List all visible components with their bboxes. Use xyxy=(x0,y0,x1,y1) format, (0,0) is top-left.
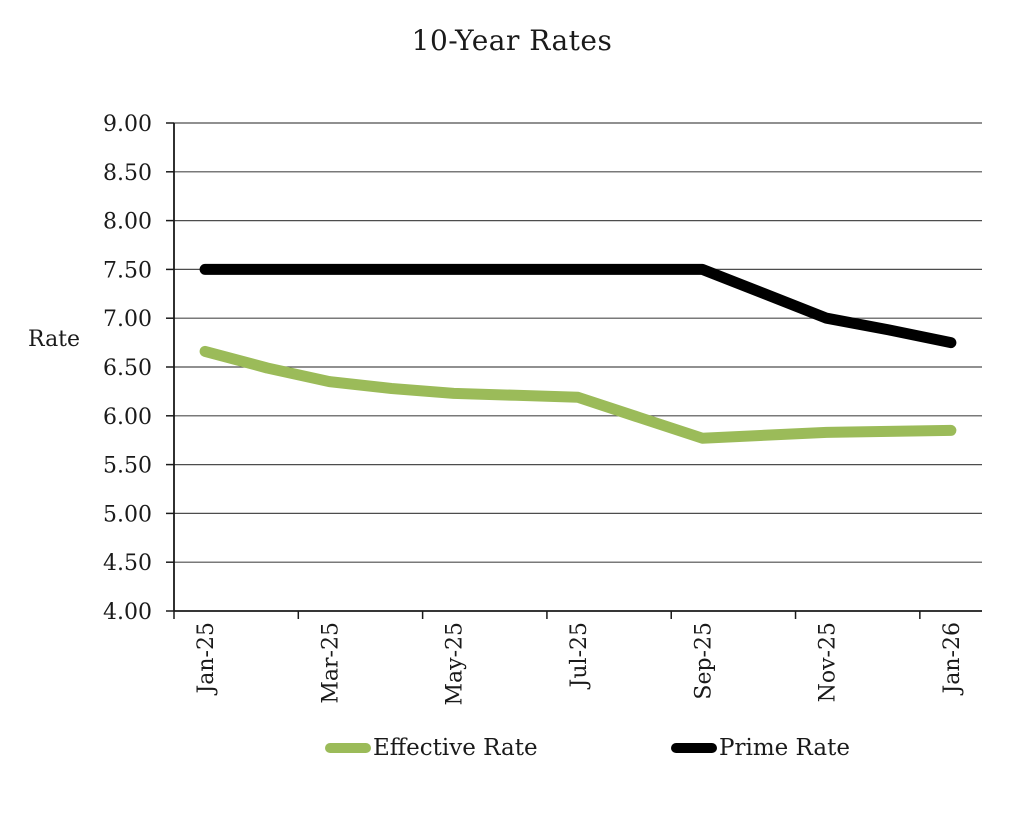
x-tick-label: Jan-25 xyxy=(194,622,219,696)
x-tick-label: Mar-25 xyxy=(318,622,343,704)
y-tick-label: 7.50 xyxy=(103,258,152,283)
y-tick-label: 8.50 xyxy=(103,161,152,186)
x-tick-label: Nov-25 xyxy=(816,622,841,702)
y-axis-title: Rate xyxy=(28,327,81,352)
y-tick-label: 4.00 xyxy=(103,600,152,625)
y-tick-label: 8.00 xyxy=(103,210,152,235)
y-tick-label: 5.00 xyxy=(103,502,152,527)
legend-item-effective-rate: Effective Rate xyxy=(325,733,538,763)
prime-rate-swatch-icon xyxy=(671,743,717,753)
legend-label-effective-rate: Effective Rate xyxy=(373,735,538,761)
y-tick-label: 5.50 xyxy=(103,454,152,479)
y-tick-label: 6.50 xyxy=(103,356,152,381)
prime-rate-line xyxy=(199,263,957,349)
x-tick-label: Sep-25 xyxy=(691,622,716,700)
effective-rate-line xyxy=(199,345,957,444)
x-tick-label: Jul-25 xyxy=(567,622,592,689)
x-tick-label: Jan-26 xyxy=(940,622,965,696)
y-tick-label: 7.00 xyxy=(103,307,152,332)
chart-title: 10-Year Rates xyxy=(411,24,613,57)
y-tick-label: 4.50 xyxy=(103,551,152,576)
legend-label-prime-rate: Prime Rate xyxy=(719,735,850,761)
y-tick-label: 6.00 xyxy=(103,405,152,430)
x-tick-label: May-25 xyxy=(443,622,468,706)
legend: Effective Rate Prime Rate xyxy=(0,733,1024,763)
legend-item-prime-rate: Prime Rate xyxy=(671,733,850,763)
effective-rate-swatch-icon xyxy=(325,743,371,753)
y-tick-label: 9.00 xyxy=(103,112,152,137)
